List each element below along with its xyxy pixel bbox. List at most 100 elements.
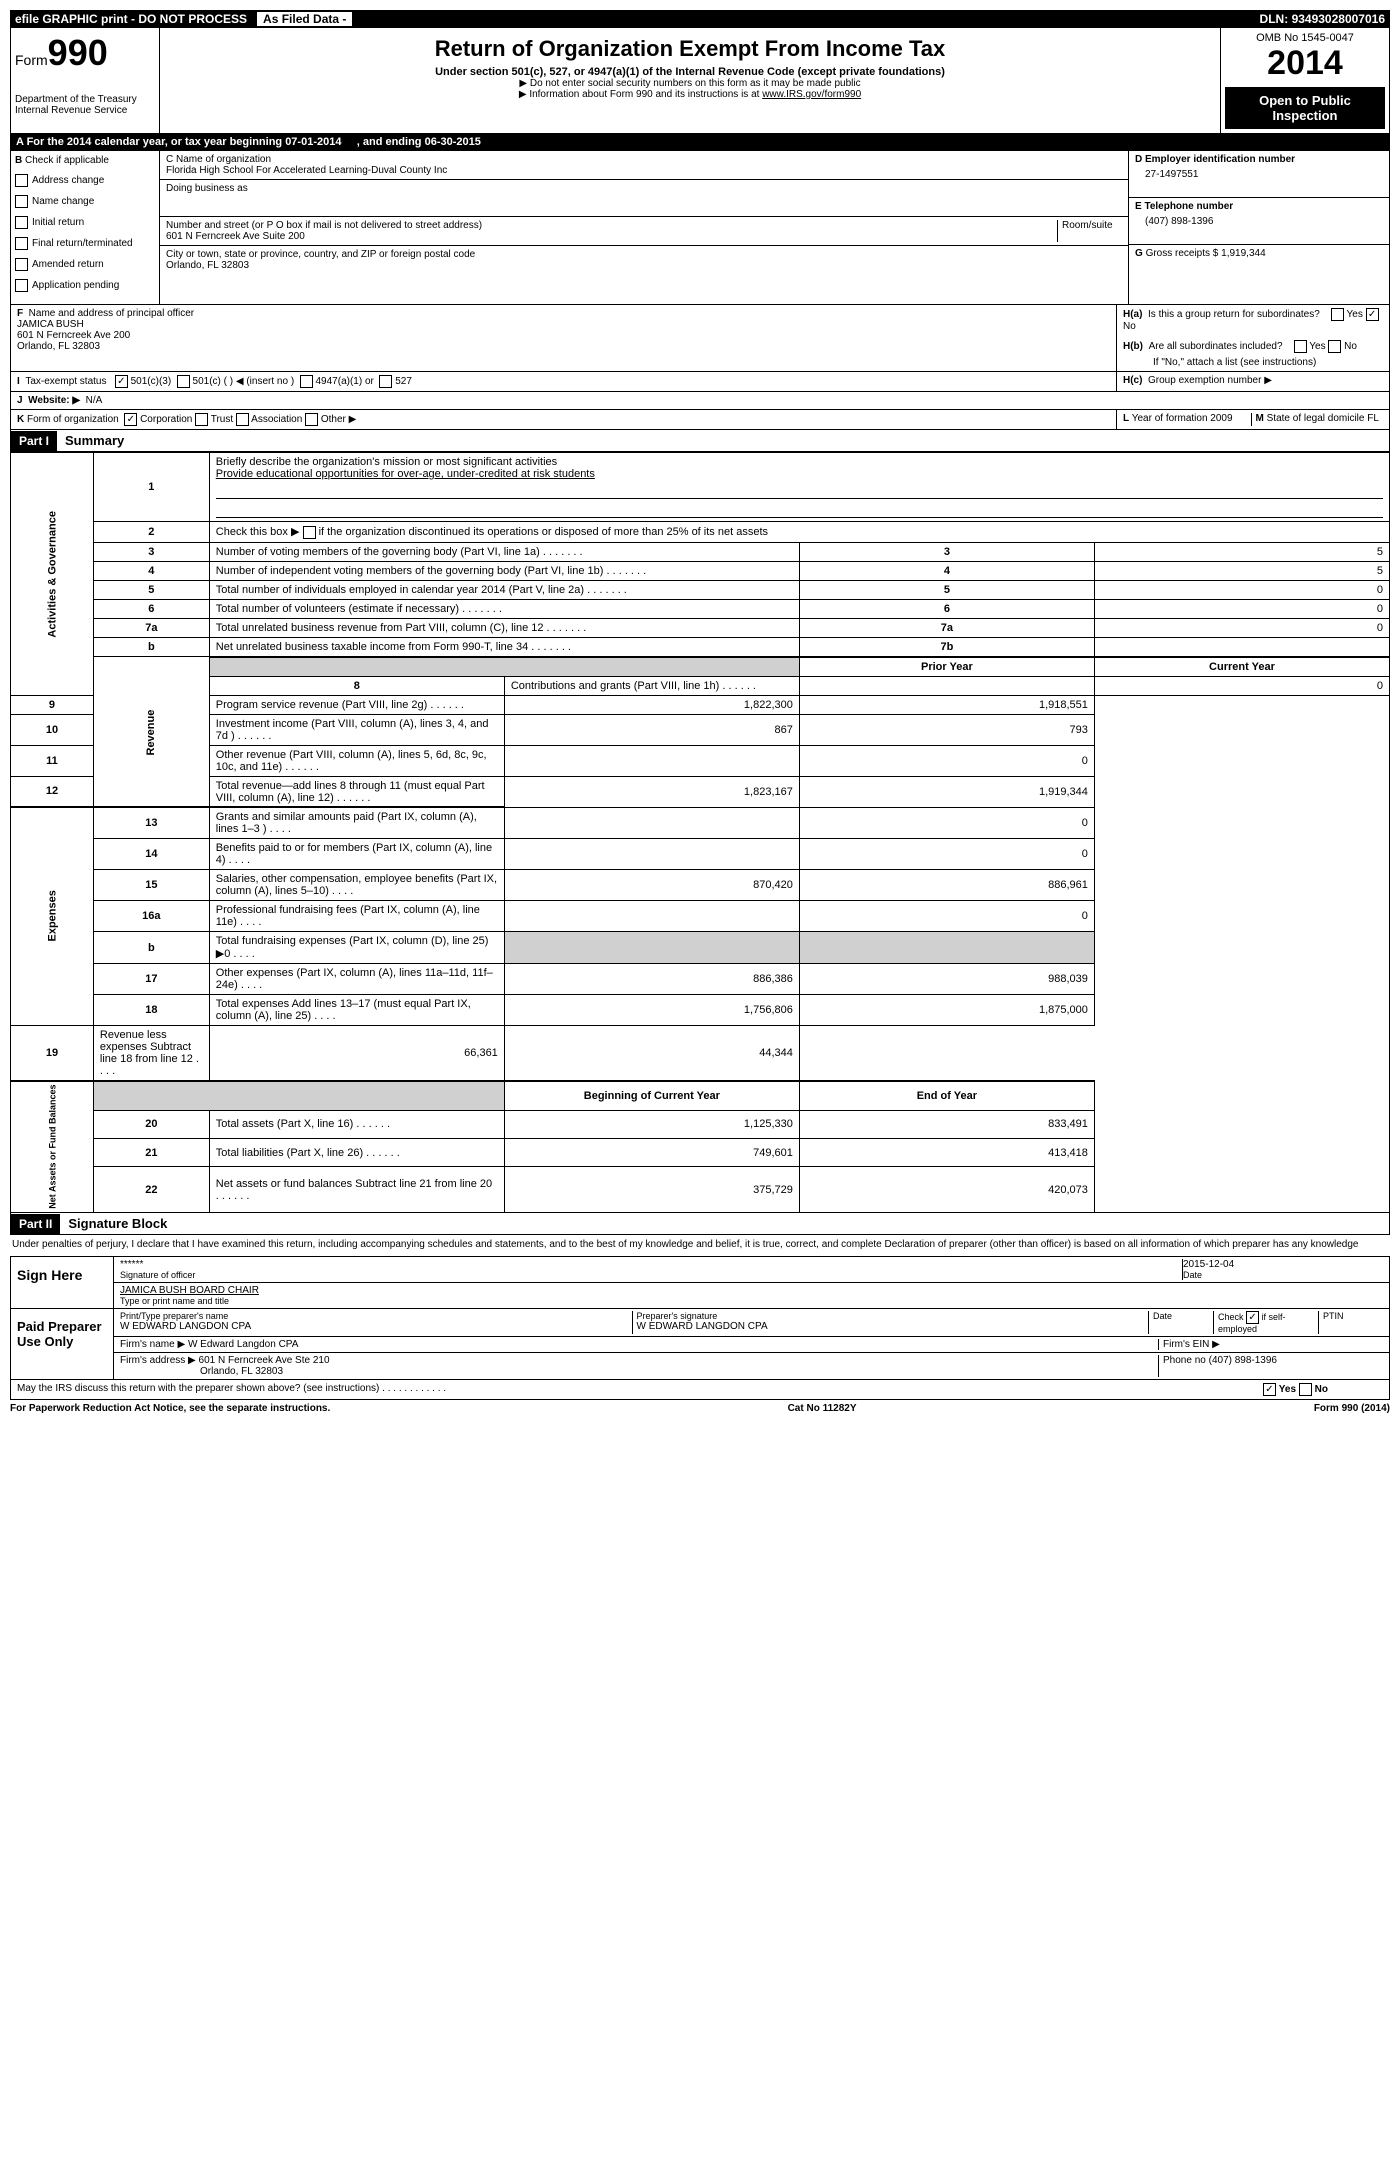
check-initial-return[interactable]: Initial return	[15, 216, 155, 229]
preparer-name: W EDWARD LANGDON CPA	[120, 1321, 632, 1332]
ha-yes[interactable]	[1331, 308, 1344, 321]
section-lm: L Year of formation 2009 M State of lega…	[1117, 410, 1389, 429]
table-row: 14Benefits paid to or for members (Part …	[11, 839, 1390, 870]
officer-name: JAMICA BUSH	[17, 319, 84, 330]
irs-label: Internal Revenue Service	[15, 105, 155, 116]
table-row: bNet unrelated business taxable income f…	[11, 637, 1390, 657]
check-name-change[interactable]: Name change	[15, 195, 155, 208]
table-row: 3Number of voting members of the governi…	[11, 542, 1390, 561]
check-corporation[interactable]: ✓	[124, 413, 137, 426]
table-row: 12Total revenue—add lines 8 through 11 (…	[11, 776, 1390, 807]
section-i-row: I Tax-exempt status ✓ 501(c)(3) 501(c) (…	[10, 372, 1390, 392]
check-trust[interactable]	[195, 413, 208, 426]
section-f: F Name and address of principal officer …	[11, 305, 1117, 371]
section-d: D Employer identification number 27-1497…	[1129, 151, 1389, 198]
paid-preparer-label: Paid Preparer Use Only	[11, 1309, 114, 1379]
table-row: 10Investment income (Part VIII, column (…	[11, 714, 1390, 745]
check-address-change[interactable]: Address change	[15, 174, 155, 187]
signature-section: Sign Here ****** Signature of officer 20…	[10, 1256, 1390, 1400]
summary-table: Activities & Governance 1 Briefly descri…	[10, 452, 1390, 1213]
line-2: Check this box ▶ if the organization dis…	[209, 522, 1389, 543]
form-title: Return of Organization Exempt From Incom…	[164, 36, 1216, 62]
table-row: 21Total liabilities (Part X, line 26) . …	[11, 1138, 1390, 1166]
table-row: 16aProfessional fundraising fees (Part I…	[11, 901, 1390, 932]
section-a-period: A For the 2014 calendar year, or tax yea…	[10, 134, 1390, 151]
address-row: Number and street (or P O box if mail is…	[160, 217, 1128, 246]
section-g: G Gross receipts $ 1,919,344	[1129, 245, 1389, 262]
end-year-header: End of Year	[799, 1081, 1094, 1110]
form-right: OMB No 1545-0047 2014 Open to Public Ins…	[1221, 28, 1389, 133]
phone: (407) 898-1396	[1135, 212, 1383, 231]
table-row: 15Salaries, other compensation, employee…	[11, 870, 1390, 901]
table-row: 9Program service revenue (Part VIII, lin…	[11, 695, 1390, 714]
table-row: 17Other expenses (Part IX, column (A), l…	[11, 964, 1390, 995]
firm-name: W Edward Langdon CPA	[188, 1339, 298, 1350]
check-final-return[interactable]: Final return/terminated	[15, 237, 155, 250]
discuss-yes[interactable]: ✓	[1263, 1383, 1276, 1396]
side-expenses: Expenses	[11, 807, 94, 1026]
ha-no[interactable]: ✓	[1366, 308, 1379, 321]
footer-right: Form 990 (2014)	[1314, 1403, 1390, 1414]
firm-addr: 601 N Ferncreek Ave Ste 210	[199, 1355, 330, 1366]
table-row: 22Net assets or fund balances Subtract l…	[11, 1167, 1390, 1213]
org-city: Orlando, FL 32803	[166, 260, 1122, 271]
check-association[interactable]	[236, 413, 249, 426]
table-row: bTotal fundraising expenses (Part IX, co…	[11, 932, 1390, 964]
side-revenue: Revenue	[93, 657, 209, 808]
officer-name-sig: JAMICA BUSH BOARD CHAIR	[120, 1285, 259, 1296]
discuss-no[interactable]	[1299, 1383, 1312, 1396]
tax-year: 2014	[1225, 44, 1385, 83]
table-row: 19Revenue less expenses Subtract line 18…	[11, 1026, 1390, 1082]
check-discontinued[interactable]	[303, 526, 316, 539]
section-k: K Form of organization ✓ Corporation Tru…	[11, 410, 1117, 429]
form-center: Return of Organization Exempt From Incom…	[160, 28, 1221, 133]
prior-year-header: Prior Year	[799, 657, 1094, 677]
table-row: 11Other revenue (Part VIII, column (A), …	[11, 745, 1390, 776]
section-c: C Name of organization Florida High Scho…	[160, 151, 1128, 304]
form-note1: ▶ Do not enter social security numbers o…	[164, 78, 1216, 89]
firm-phone: (407) 898-1396	[1209, 1355, 1277, 1366]
table-row: 4Number of independent voting members of…	[11, 561, 1390, 580]
mission-text: Provide educational opportunities for ov…	[216, 468, 595, 480]
part-2-header: Part II Signature Block	[10, 1213, 1390, 1235]
as-filed-label: As Filed Data -	[257, 12, 352, 26]
website: N/A	[86, 395, 103, 406]
dept-treasury: Department of the Treasury	[15, 94, 155, 105]
dln: DLN: 93493028007016	[1260, 12, 1385, 26]
check-501c[interactable]	[177, 375, 190, 388]
sections-d-e-g: D Employer identification number 27-1497…	[1128, 151, 1389, 304]
check-501c3[interactable]: ✓	[115, 375, 128, 388]
hb-no[interactable]	[1328, 340, 1341, 353]
check-4947[interactable]	[300, 375, 313, 388]
check-application-pending[interactable]: Application pending	[15, 279, 155, 292]
section-e: E Telephone number (407) 898-1396	[1129, 198, 1389, 245]
public-inspection: Open to Public Inspection	[1225, 87, 1385, 129]
section-j: J Website: ▶ N/A	[10, 392, 1390, 410]
current-year-header: Current Year	[1094, 657, 1389, 677]
form-left: Form990 Department of the Treasury Inter…	[11, 28, 160, 133]
form-number: 990	[48, 32, 108, 73]
org-address: 601 N Ferncreek Ave Suite 200	[166, 231, 1057, 242]
side-governance: Activities & Governance	[11, 453, 94, 696]
check-527[interactable]	[379, 375, 392, 388]
check-self-employed[interactable]: ✓	[1246, 1311, 1259, 1324]
discuss-row: May the IRS discuss this return with the…	[11, 1380, 1257, 1399]
check-other[interactable]	[305, 413, 318, 426]
line-1: Briefly describe the organization's miss…	[209, 453, 1389, 522]
section-hc: H(c) Group exemption number ▶	[1117, 372, 1389, 391]
section-f-h: F Name and address of principal officer …	[10, 305, 1390, 372]
form-word: Form	[15, 52, 48, 68]
footer: For Paperwork Reduction Act Notice, see …	[10, 1400, 1390, 1417]
part-1-header: Part I Summary	[10, 430, 1390, 452]
declaration-text: Under penalties of perjury, I declare th…	[10, 1235, 1390, 1254]
footer-center: Cat No 11282Y	[788, 1403, 857, 1414]
omb-number: OMB No 1545-0047	[1225, 32, 1385, 44]
form-header: Form990 Department of the Treasury Inter…	[10, 28, 1390, 134]
hb-yes[interactable]	[1294, 340, 1307, 353]
table-row: 7aTotal unrelated business revenue from …	[11, 618, 1390, 637]
org-name: Florida High School For Accelerated Lear…	[166, 165, 1122, 176]
check-amended-return[interactable]: Amended return	[15, 258, 155, 271]
table-row: 13Grants and similar amounts paid (Part …	[11, 807, 1390, 839]
preparer-sig: W EDWARD LANGDON CPA	[637, 1321, 1149, 1332]
table-row: 5Total number of individuals employed in…	[11, 580, 1390, 599]
